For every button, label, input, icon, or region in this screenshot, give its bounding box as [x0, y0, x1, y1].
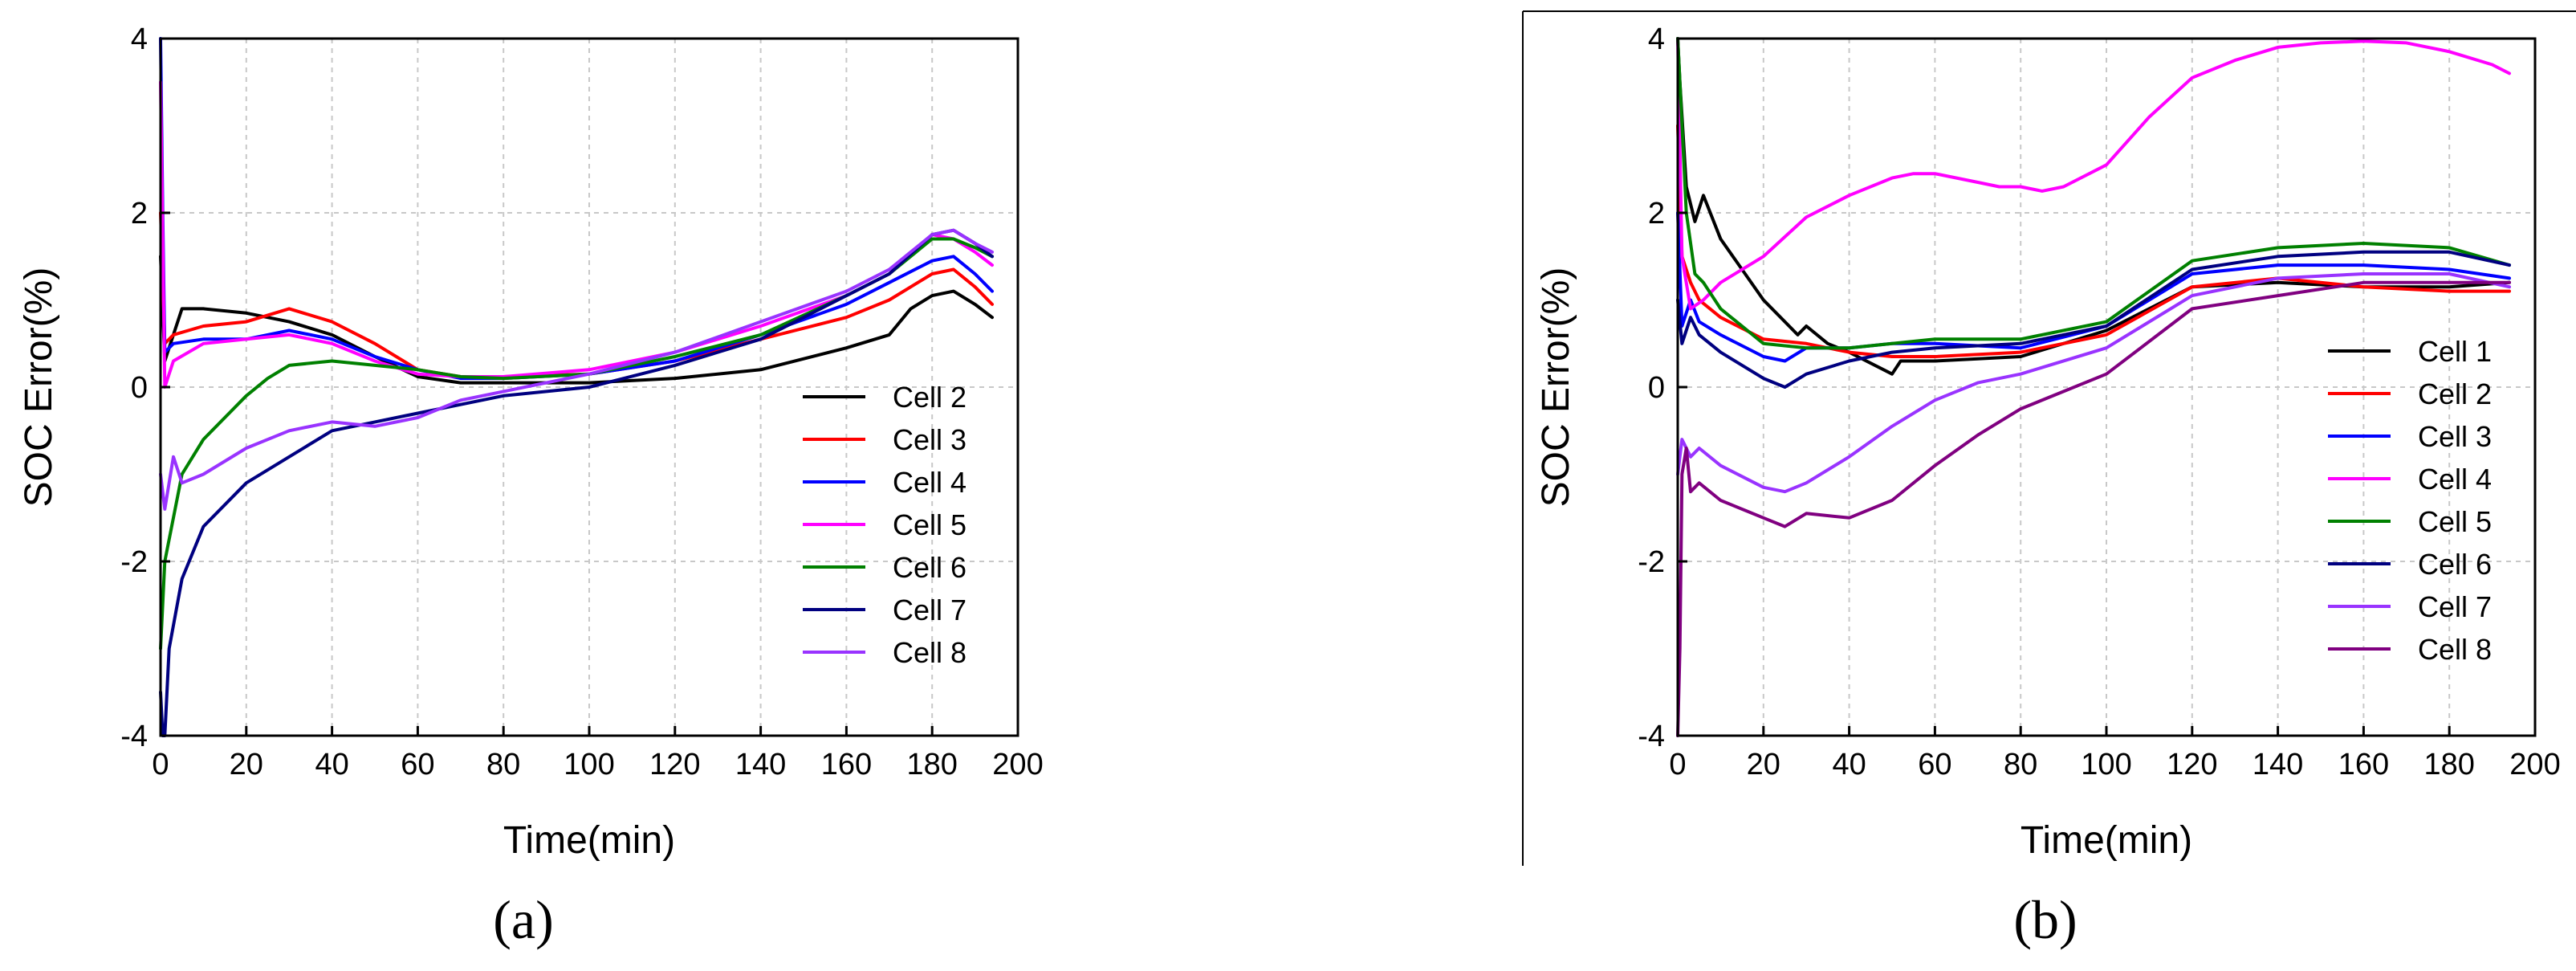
panel-label-a: (a): [493, 889, 553, 950]
series-line-cell-7: [159, 228, 994, 737]
series-line-cell-5: [1676, 37, 2511, 350]
series-line-cell-2: [159, 255, 994, 385]
legend-label-cell-7: Cell 7: [2418, 590, 2492, 623]
x-tick-label: 80: [486, 748, 520, 781]
y-tick-label: 0: [131, 371, 148, 405]
legend-label-cell-1: Cell 1: [2418, 335, 2492, 368]
x-tick-label: 180: [906, 748, 957, 781]
ticks-a: 0 20 40 60 80 100 120 140 160 180 200 -4 -2 0 2 4: [120, 22, 1044, 781]
y-tick-label: 2: [1648, 197, 1665, 231]
legend-label-cell-4: Cell 4: [2418, 463, 2492, 496]
legend-label-cell-6: Cell 6: [2418, 548, 2492, 581]
x-tick-label: 160: [2338, 748, 2389, 781]
legend-label-cell-3: Cell 3: [2418, 420, 2492, 453]
legend-label-cell-7: Cell 7: [893, 594, 967, 626]
legend-label-cell-6: Cell 6: [893, 551, 967, 584]
legend-a: Cell 2 Cell 3 Cell 4 Cell 5 Cell 6 Cell 7 Cell…: [803, 381, 967, 669]
series-b: [1676, 37, 2511, 737]
series-line-cell-8: [159, 228, 994, 511]
ticks-b: 0 20 40 60 80 100 120 140 160 180 200 -4 -2 0 2 4: [1638, 22, 2561, 781]
y-tick-label: -4: [120, 720, 148, 753]
y-tick-label: 2: [131, 197, 148, 231]
x-tick-label: 100: [2081, 748, 2131, 781]
y-tick-label: 4: [1648, 22, 1665, 56]
series-line-cell-4: [1676, 37, 2511, 311]
legend-label-cell-4: Cell 4: [893, 466, 967, 499]
x-axis-title-a: Time(min): [503, 819, 675, 862]
y-tick-label: 4: [131, 22, 148, 56]
x-tick-label: 140: [2252, 748, 2303, 781]
panel-b: 0 20 40 60 80 100 120 140 160 180 200 -4 -2 0 2 4 Time(…: [1535, 22, 2561, 950]
y-tick-label: -2: [1638, 545, 1665, 579]
y-tick-label: -2: [120, 545, 148, 579]
x-axis-title-b: Time(min): [2021, 819, 2192, 862]
legend-label-cell-5: Cell 5: [893, 508, 967, 541]
series-line-cell-6: [1676, 250, 2511, 389]
x-tick-label: 60: [401, 748, 434, 781]
legend-b: Cell 1 Cell 2 Cell 3 Cell 4 Cell 5 Cell 6 Cell…: [2328, 335, 2492, 666]
series-line-cell-4: [159, 37, 994, 381]
x-tick-label: 40: [315, 748, 348, 781]
y-tick-label: -4: [1638, 720, 1665, 753]
panel-a: 0 20 40 60 80 100 120 140 160 180 200 -4 -2 0 2 4 Time(…: [18, 22, 1044, 950]
x-tick-label: 20: [230, 748, 263, 781]
legend-label-cell-3: Cell 3: [893, 423, 967, 456]
series-line-cell-8: [1676, 280, 2511, 737]
legend-label-cell-5: Cell 5: [2418, 505, 2492, 538]
x-tick-label: 160: [821, 748, 872, 781]
legend-label-cell-8: Cell 8: [893, 636, 967, 669]
x-tick-label: 20: [1747, 748, 1780, 781]
x-tick-label: 120: [649, 748, 700, 781]
x-tick-label: 40: [1832, 748, 1866, 781]
series-line-cell-7: [1676, 272, 2511, 494]
x-tick-label: 0: [152, 748, 169, 781]
x-tick-label: 80: [2004, 748, 2037, 781]
legend-label-cell-8: Cell 8: [2418, 633, 2492, 666]
x-tick-label: 200: [2509, 748, 2560, 781]
series-line-cell-6: [159, 237, 994, 651]
legend-label-cell-2: Cell 2: [893, 381, 967, 414]
x-tick-label: 200: [992, 748, 1043, 781]
panel-label-b: (b): [2013, 889, 2077, 950]
x-tick-label: 140: [735, 748, 786, 781]
y-axis-title-a: SOC Error(%): [18, 267, 60, 508]
series-a: [159, 37, 994, 737]
x-tick-label: 60: [1918, 748, 1951, 781]
x-tick-label: 180: [2423, 748, 2474, 781]
legend-label-cell-2: Cell 2: [2418, 377, 2492, 410]
series-line-cell-1: [1676, 37, 2511, 376]
y-tick-label: 0: [1648, 371, 1665, 405]
series-line-cell-2: [1676, 124, 2511, 358]
grid-b: [1678, 39, 2535, 736]
x-tick-label: 0: [1669, 748, 1686, 781]
x-tick-label: 100: [564, 748, 614, 781]
y-axis-title-b: SOC Error(%): [1535, 267, 1577, 508]
x-tick-label: 120: [2167, 748, 2217, 781]
